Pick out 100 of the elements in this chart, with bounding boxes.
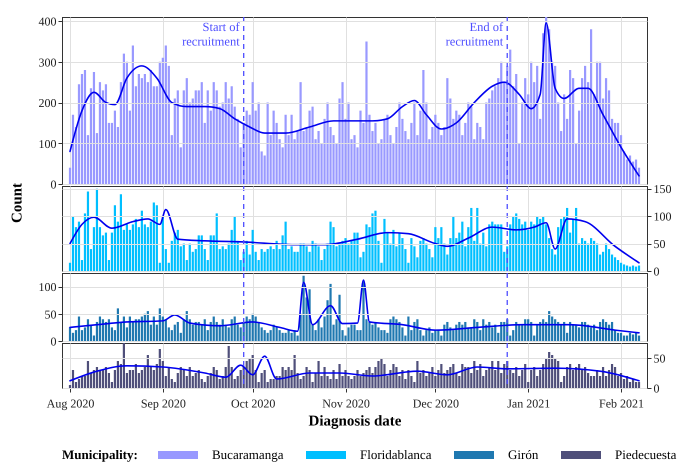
bar xyxy=(500,322,502,341)
bar xyxy=(530,62,532,184)
bar xyxy=(491,222,494,271)
bar xyxy=(458,114,460,184)
y-tick-label: 100 xyxy=(38,136,56,151)
bar xyxy=(638,382,640,388)
bar xyxy=(590,376,592,388)
x-axis-title: Diagnosis date xyxy=(308,414,402,430)
bar xyxy=(252,230,254,271)
bar xyxy=(524,78,526,184)
y-tick-label: 50 xyxy=(654,352,666,366)
bar xyxy=(554,66,556,184)
bar xyxy=(485,102,488,184)
bar xyxy=(515,74,518,184)
bar xyxy=(446,370,448,388)
bar xyxy=(234,316,236,341)
bar xyxy=(530,370,532,388)
bar xyxy=(488,224,490,271)
bar xyxy=(264,252,266,271)
bar xyxy=(491,361,494,388)
bar xyxy=(515,213,518,271)
bar xyxy=(158,308,161,341)
bar xyxy=(78,379,80,388)
bar xyxy=(530,222,532,271)
bar xyxy=(186,78,188,184)
bar xyxy=(353,324,356,341)
bar xyxy=(188,244,191,271)
bar xyxy=(476,122,478,184)
bar xyxy=(162,216,164,271)
bar xyxy=(266,332,269,341)
bar xyxy=(270,246,272,271)
bar xyxy=(622,336,626,341)
bar xyxy=(260,249,263,271)
bar xyxy=(264,330,266,341)
y-tick-label: 0 xyxy=(50,334,56,348)
bar xyxy=(488,322,490,341)
bar xyxy=(440,364,442,388)
bar xyxy=(317,246,320,271)
bar xyxy=(200,235,203,271)
bar xyxy=(264,370,266,388)
legend-label: Piedecuesta xyxy=(615,447,677,462)
bar xyxy=(246,361,248,388)
bar xyxy=(254,316,257,341)
bar xyxy=(174,324,176,341)
bar xyxy=(470,106,472,184)
bar xyxy=(200,82,203,184)
bar xyxy=(246,316,248,341)
bar xyxy=(152,316,155,341)
bar xyxy=(216,370,218,388)
bar xyxy=(152,202,155,271)
bar xyxy=(272,379,275,388)
bar xyxy=(626,336,628,341)
bar xyxy=(494,224,496,271)
bar xyxy=(452,364,454,388)
bar xyxy=(548,352,550,388)
bar xyxy=(347,327,350,341)
bar xyxy=(186,311,188,341)
bar xyxy=(188,367,191,388)
y-tick-label: 100 xyxy=(654,210,672,224)
bar xyxy=(524,222,526,271)
bar xyxy=(230,319,233,341)
bar xyxy=(246,110,248,184)
bar xyxy=(252,82,254,184)
bar xyxy=(551,355,554,388)
bar xyxy=(467,367,470,388)
bar xyxy=(176,90,179,184)
bar xyxy=(539,218,542,271)
x-tick-label: Jan 2021 xyxy=(507,396,550,410)
bar xyxy=(536,66,538,184)
bar xyxy=(246,240,248,271)
bar xyxy=(198,235,200,271)
y-tick-label: 300 xyxy=(38,55,56,70)
y-tick-label: 0 xyxy=(654,382,660,396)
bar xyxy=(479,364,482,388)
bar xyxy=(533,367,536,388)
bar xyxy=(458,322,460,341)
line-series xyxy=(69,279,640,334)
bar xyxy=(632,334,634,341)
bar xyxy=(377,327,380,341)
ref-line-label: End of recruitment xyxy=(446,20,504,48)
line-series xyxy=(69,22,640,177)
bar xyxy=(461,222,464,271)
bar xyxy=(182,244,185,271)
x-tick-label: Feb 2021 xyxy=(599,396,644,410)
bar xyxy=(222,246,224,271)
bar xyxy=(270,379,272,388)
bar xyxy=(449,367,452,388)
bar xyxy=(512,216,514,271)
bar xyxy=(527,319,530,341)
bar xyxy=(491,90,494,184)
bar xyxy=(234,216,236,271)
y-tick-label: 0 xyxy=(654,264,660,278)
bar xyxy=(503,322,506,341)
bar xyxy=(224,82,227,184)
bar xyxy=(210,235,212,271)
bar xyxy=(634,266,638,271)
bar xyxy=(503,364,506,388)
bar xyxy=(500,224,502,271)
y-tick-label: 200 xyxy=(38,96,56,110)
bar xyxy=(452,216,454,271)
